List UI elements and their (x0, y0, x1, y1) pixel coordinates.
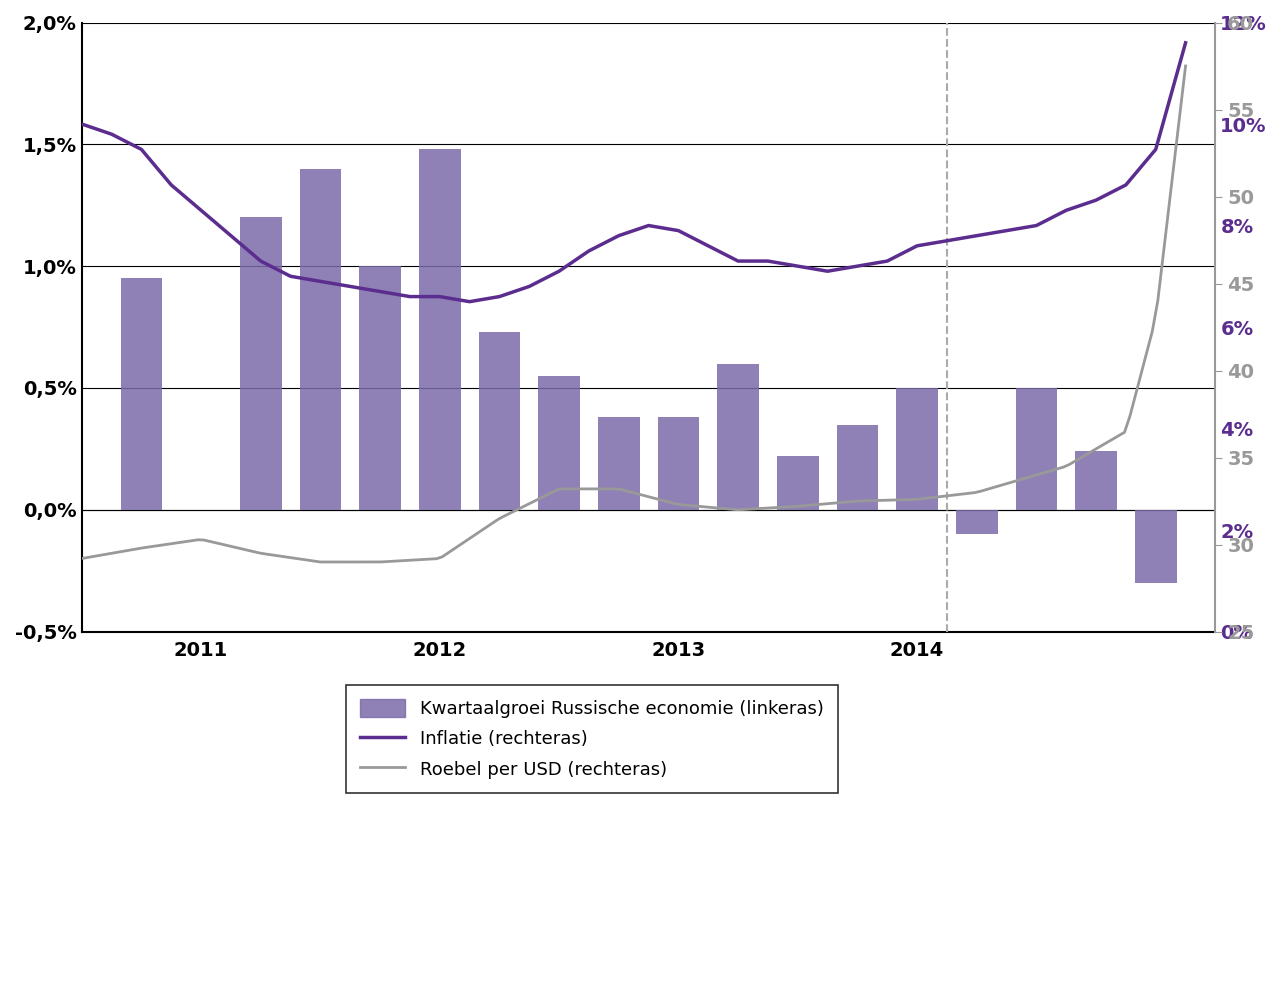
Bar (1135, 510, 1177, 583)
Bar (658, 417, 699, 510)
Bar (956, 510, 997, 534)
Bar (717, 364, 759, 510)
Bar (837, 424, 878, 510)
Bar (240, 217, 282, 510)
Bar (1076, 451, 1117, 510)
Bar (359, 266, 401, 510)
Bar (121, 278, 163, 510)
Bar (1015, 388, 1058, 510)
Bar (597, 417, 640, 510)
Bar (478, 332, 520, 510)
Legend: Kwartaalgroei Russische economie (linkeras), Inflatie (rechteras), Roebel per US: Kwartaalgroei Russische economie (linker… (346, 684, 838, 793)
Bar (896, 388, 938, 510)
Bar (300, 169, 341, 510)
Bar (777, 456, 819, 510)
Bar (538, 376, 579, 510)
Bar (419, 149, 460, 510)
